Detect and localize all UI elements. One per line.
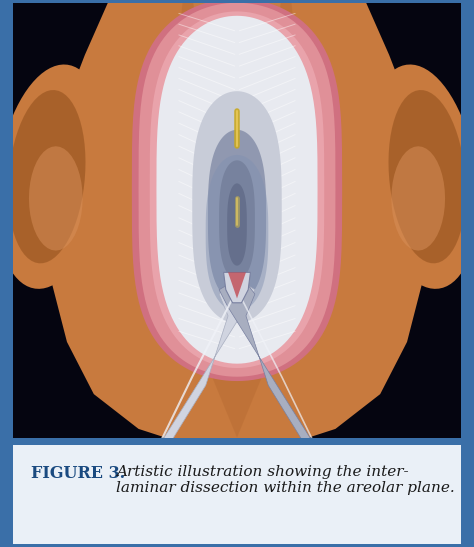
Polygon shape (208, 130, 266, 302)
Polygon shape (138, 277, 255, 473)
Polygon shape (224, 272, 250, 303)
Polygon shape (45, 0, 429, 455)
Polygon shape (170, 0, 304, 438)
Polygon shape (8, 90, 85, 263)
Polygon shape (132, 0, 342, 381)
Polygon shape (29, 146, 82, 251)
Polygon shape (228, 272, 246, 299)
Polygon shape (0, 65, 107, 289)
Polygon shape (219, 160, 255, 280)
Polygon shape (156, 16, 318, 364)
Polygon shape (150, 11, 324, 368)
Text: Artistic illustration showing the inter-
laminar dissection within the areolar p: Artistic illustration showing the inter-… (116, 464, 455, 494)
Polygon shape (227, 183, 247, 266)
FancyBboxPatch shape (13, 445, 461, 544)
Polygon shape (219, 277, 336, 473)
Polygon shape (192, 91, 282, 323)
Polygon shape (392, 146, 445, 251)
Text: FIGURE 3.: FIGURE 3. (31, 464, 125, 481)
Polygon shape (206, 155, 268, 311)
Polygon shape (367, 65, 474, 289)
Polygon shape (389, 90, 466, 263)
Polygon shape (138, 3, 336, 377)
Polygon shape (192, 0, 282, 98)
